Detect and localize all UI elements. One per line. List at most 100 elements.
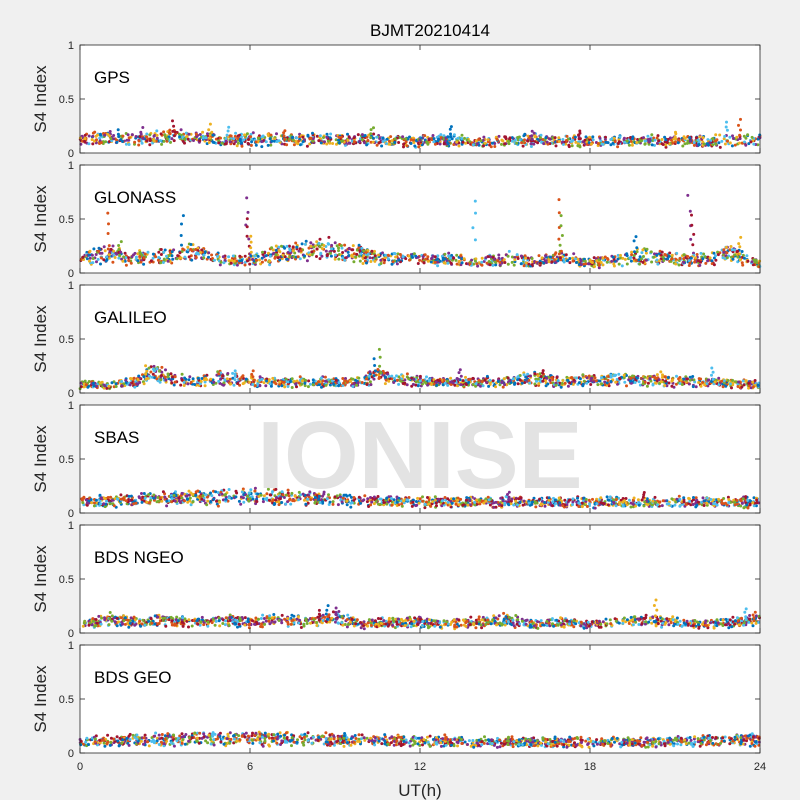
data-point bbox=[460, 261, 464, 265]
data-point bbox=[337, 135, 341, 139]
data-point bbox=[236, 382, 240, 385]
data-point bbox=[697, 143, 701, 147]
data-point bbox=[199, 379, 203, 383]
data-point bbox=[227, 488, 231, 491]
data-point bbox=[518, 378, 522, 382]
data-point bbox=[503, 142, 507, 146]
data-point bbox=[99, 132, 102, 136]
data-point bbox=[210, 253, 214, 257]
data-point bbox=[332, 382, 336, 386]
data-point bbox=[685, 141, 689, 145]
data-point bbox=[168, 128, 172, 132]
data-point bbox=[217, 141, 221, 145]
y-tick-label: 0 bbox=[68, 388, 74, 400]
data-point bbox=[372, 132, 376, 136]
data-point bbox=[692, 141, 696, 145]
data-point bbox=[562, 257, 566, 261]
data-point bbox=[140, 141, 144, 145]
data-point bbox=[254, 143, 258, 147]
data-point bbox=[81, 497, 85, 501]
data-point bbox=[265, 379, 268, 383]
data-point bbox=[222, 383, 225, 387]
data-point bbox=[631, 137, 634, 141]
spike-point bbox=[378, 355, 382, 359]
data-point bbox=[166, 372, 170, 376]
data-point bbox=[434, 380, 438, 384]
data-point bbox=[370, 249, 374, 253]
data-point bbox=[352, 140, 356, 144]
spike-point bbox=[141, 126, 145, 129]
data-point bbox=[201, 136, 205, 140]
data-point bbox=[565, 259, 569, 263]
panel-label: GPS bbox=[94, 68, 130, 87]
data-point bbox=[710, 259, 714, 263]
data-point bbox=[461, 379, 465, 383]
data-point bbox=[152, 134, 156, 138]
data-point bbox=[480, 380, 484, 384]
data-point bbox=[682, 496, 686, 500]
data-point bbox=[456, 136, 460, 140]
data-point bbox=[645, 384, 649, 388]
spike-point bbox=[674, 132, 678, 136]
data-point bbox=[606, 141, 610, 145]
spike-point bbox=[173, 130, 177, 134]
data-point bbox=[554, 144, 558, 148]
data-point bbox=[268, 259, 272, 263]
data-point bbox=[264, 384, 268, 388]
data-point bbox=[95, 384, 99, 388]
data-point bbox=[121, 134, 125, 138]
data-point bbox=[119, 250, 123, 254]
data-point bbox=[512, 263, 516, 267]
data-point bbox=[496, 380, 500, 383]
data-point bbox=[438, 142, 442, 146]
spike-point bbox=[144, 377, 148, 381]
data-point bbox=[83, 137, 87, 140]
data-point bbox=[166, 259, 170, 263]
data-point bbox=[741, 263, 745, 267]
data-point bbox=[181, 247, 185, 251]
data-point bbox=[599, 261, 603, 264]
data-point bbox=[604, 140, 608, 144]
spike-point bbox=[249, 250, 253, 254]
data-point bbox=[591, 497, 594, 501]
data-point bbox=[600, 376, 603, 380]
data-point bbox=[182, 380, 186, 384]
data-point bbox=[544, 254, 547, 258]
data-point bbox=[305, 144, 309, 148]
data-point bbox=[660, 250, 664, 254]
data-point bbox=[280, 244, 283, 248]
data-point bbox=[352, 136, 356, 140]
data-point bbox=[746, 506, 750, 510]
data-point bbox=[429, 260, 433, 264]
data-point bbox=[268, 137, 272, 141]
data-point bbox=[291, 245, 295, 249]
data-point bbox=[744, 136, 748, 140]
data-point bbox=[500, 138, 504, 142]
data-point bbox=[235, 144, 239, 148]
data-point bbox=[258, 375, 262, 379]
data-point bbox=[373, 259, 377, 263]
data-point bbox=[606, 498, 610, 502]
data-point bbox=[324, 249, 328, 253]
data-point bbox=[187, 489, 191, 493]
data-point bbox=[753, 379, 757, 382]
data-point bbox=[477, 138, 481, 141]
spike-point bbox=[225, 133, 229, 137]
data-point bbox=[570, 144, 574, 148]
data-point bbox=[351, 255, 355, 259]
data-point bbox=[89, 498, 93, 502]
data-point bbox=[738, 137, 742, 141]
spike-point bbox=[557, 198, 561, 202]
data-point bbox=[554, 383, 558, 387]
data-point bbox=[714, 258, 718, 262]
data-point bbox=[387, 139, 391, 143]
data-point bbox=[311, 131, 314, 135]
data-point bbox=[643, 380, 647, 384]
data-point bbox=[507, 249, 511, 253]
data-point bbox=[195, 251, 199, 255]
data-point bbox=[652, 255, 656, 259]
data-point bbox=[682, 253, 686, 257]
data-point bbox=[431, 134, 435, 137]
data-point bbox=[281, 253, 285, 257]
